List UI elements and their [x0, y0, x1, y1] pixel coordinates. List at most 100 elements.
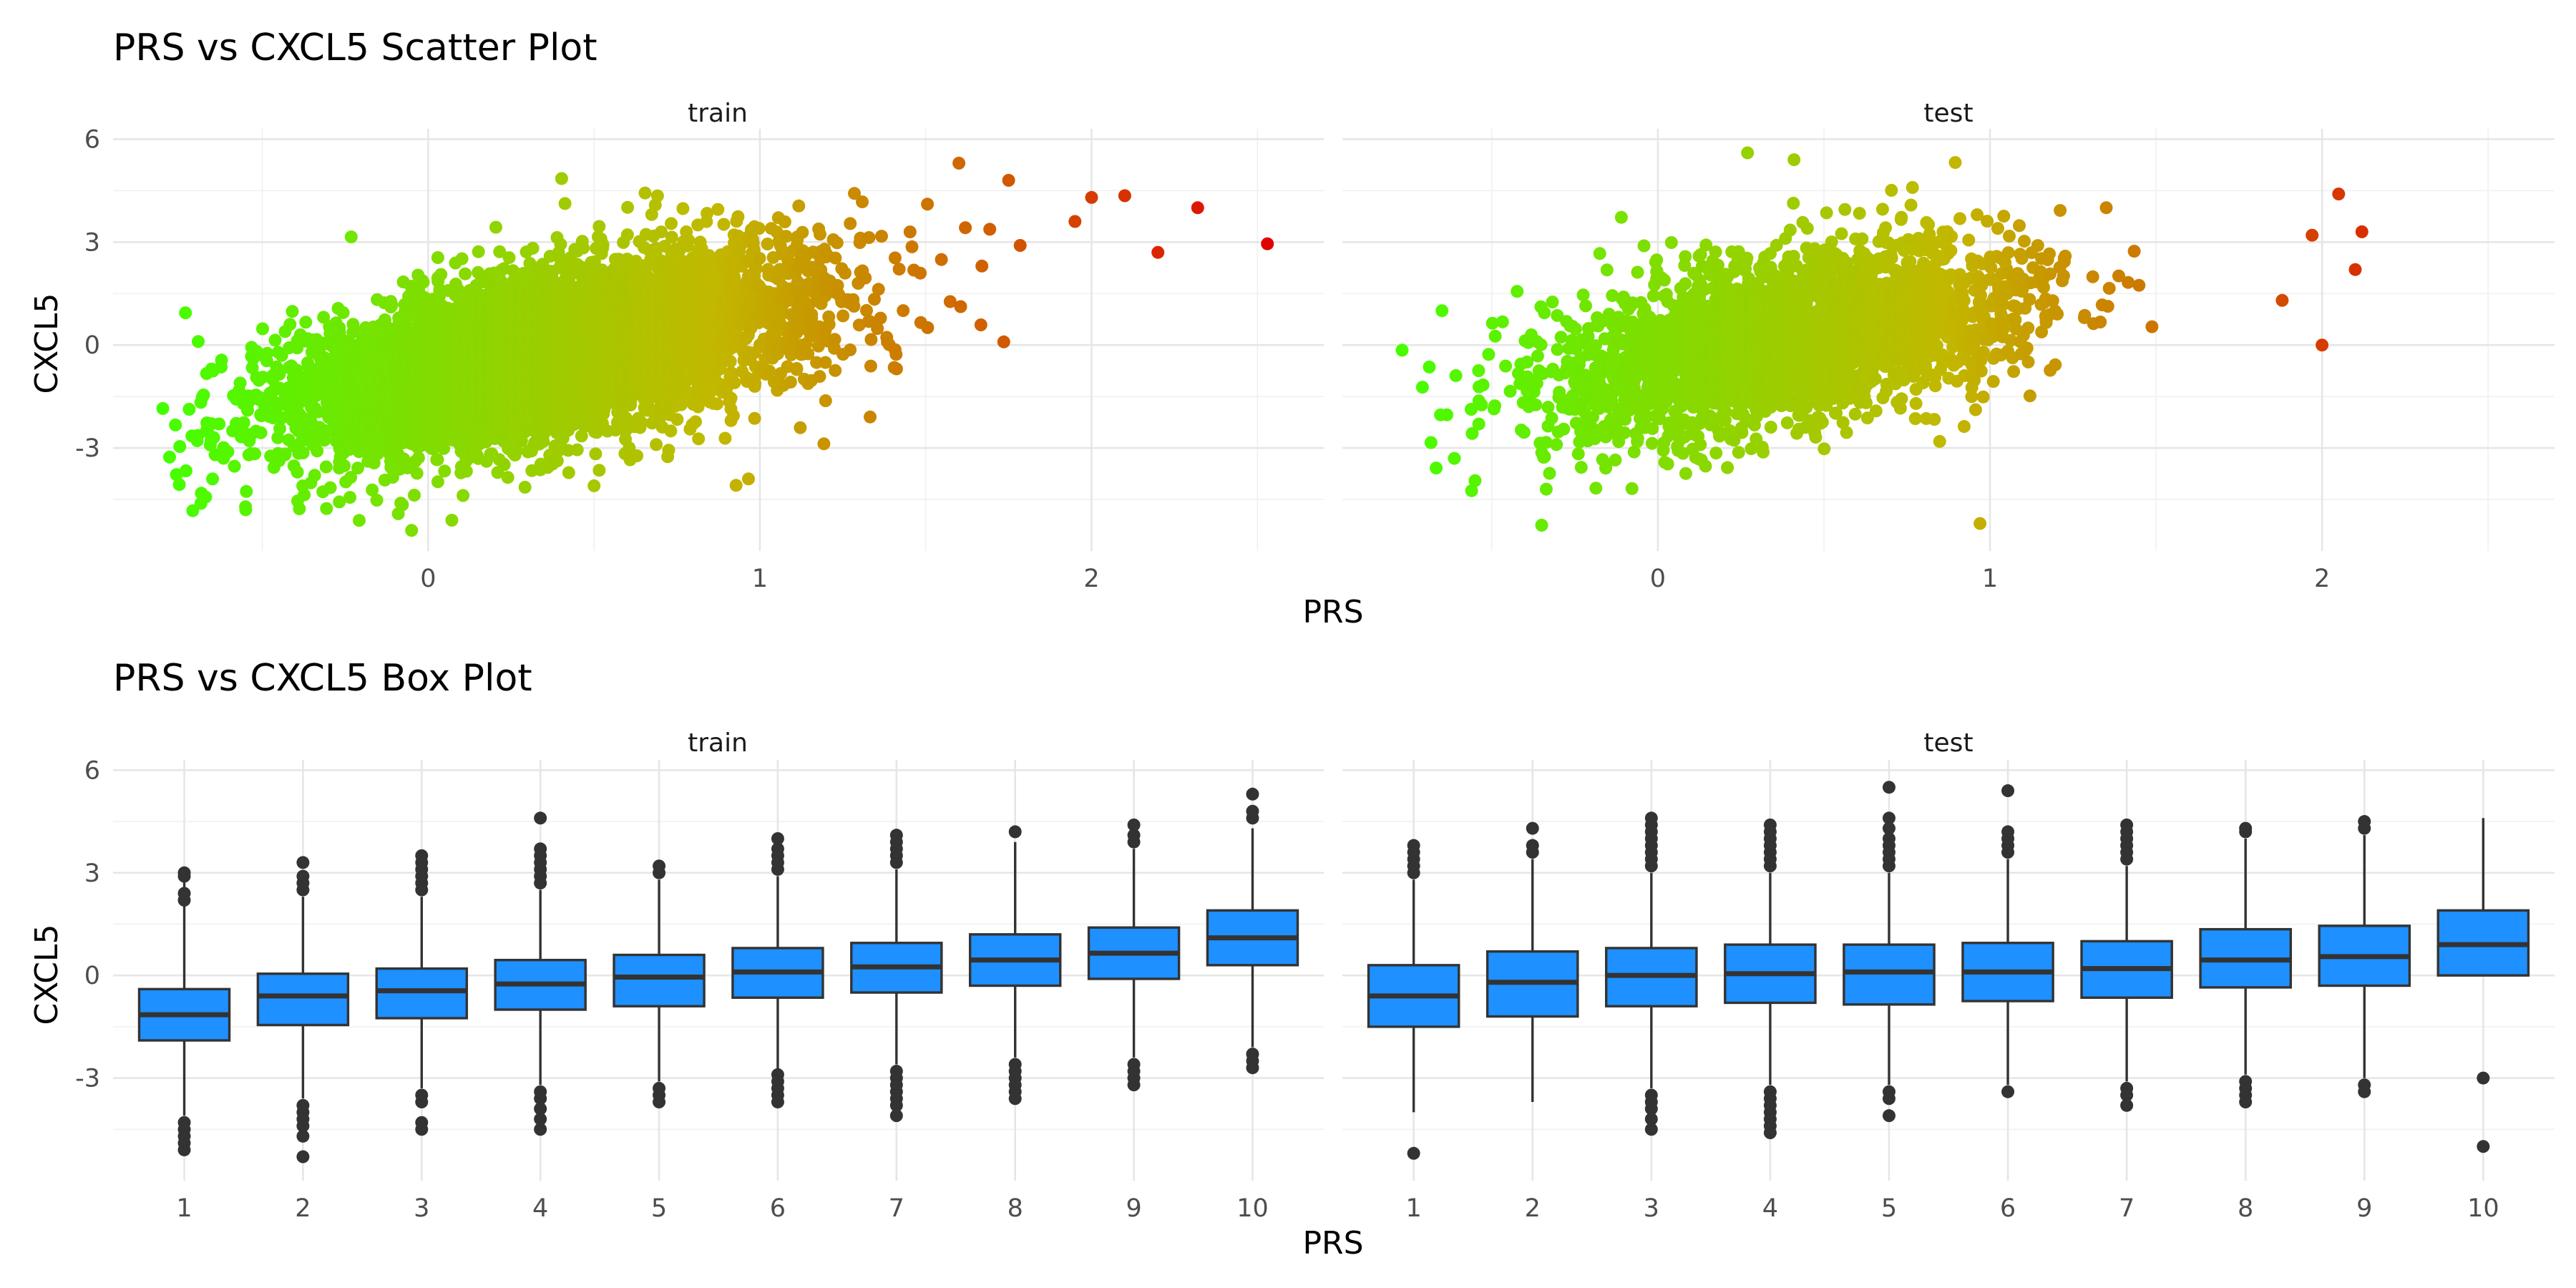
scatter-point [459, 464, 473, 478]
scatter-point [283, 318, 297, 331]
scatter-point [206, 472, 220, 486]
scatter-point [455, 252, 469, 265]
scatter-point [197, 389, 210, 401]
scatter-point [237, 416, 250, 429]
scatter-point [501, 471, 514, 484]
scatter-point [233, 376, 247, 390]
scatter-point [343, 491, 357, 504]
scatter-point [472, 245, 485, 258]
scatter-point [179, 464, 192, 477]
box-x-tick-label: 3 [1644, 1194, 1659, 1223]
box-title: PRS vs CXCL5 Box Plot [113, 657, 532, 700]
box-y-tick-label: -3 [75, 1065, 100, 1093]
box-x-tick-label: 8 [1008, 1194, 1023, 1223]
scatter-point [410, 467, 424, 480]
scatter-point [587, 479, 601, 492]
scatter-point [555, 172, 568, 185]
scatter-point [156, 401, 170, 415]
scatter-point [311, 444, 324, 458]
box-x-tick-label: 8 [2238, 1194, 2253, 1223]
box-y-tick-label: 0 [84, 962, 100, 990]
scatter-point [182, 403, 196, 416]
scatter-point [336, 306, 350, 319]
scatter-point [248, 447, 262, 461]
scatter-point [215, 353, 228, 367]
box-x-tick-label: 9 [2356, 1194, 2372, 1223]
scatter-title: PRS vs CXCL5 Scatter Plot [113, 26, 597, 69]
scatter-point [192, 335, 205, 348]
scatter-point [518, 480, 532, 494]
scatter-point [408, 489, 421, 502]
scatter-point [620, 228, 634, 242]
scatter-point [298, 488, 311, 502]
scatter-point [638, 186, 652, 200]
scatter-point [459, 267, 472, 280]
scatter-point [286, 305, 299, 318]
scatter-point [366, 483, 379, 497]
scatter-point [526, 241, 540, 255]
scatter-point [434, 268, 448, 281]
box-x-tick-label: 7 [889, 1194, 904, 1223]
scatter-point [260, 346, 274, 360]
scatter-x-tick-label: 1 [752, 565, 768, 593]
box-x-tick-label: 10 [2467, 1194, 2499, 1223]
scatter-point [351, 462, 364, 475]
scatter-point [338, 459, 351, 472]
scatter-point [319, 460, 333, 474]
scatter-point [240, 484, 253, 498]
scatter-point [293, 502, 306, 515]
box-x-tick-label: 6 [2000, 1194, 2016, 1223]
scatter-point [621, 200, 635, 214]
scatter-x-tick-label: 0 [420, 565, 436, 593]
scatter-point [273, 422, 286, 436]
scatter-point [278, 447, 292, 461]
scatter-point [396, 498, 409, 512]
scatter-strip-test: test [1923, 99, 1973, 128]
scatter-point [344, 230, 358, 244]
scatter-points-layer [156, 146, 2368, 537]
scatter-point [199, 490, 213, 504]
scatter-point [554, 238, 567, 251]
scatter-point [457, 489, 470, 502]
scatter-point [317, 311, 331, 324]
scatter-point [308, 469, 321, 482]
scatter-x-tick-label: 2 [2314, 565, 2330, 593]
scatter-point [179, 306, 192, 320]
box-x-tick-label: 5 [1881, 1194, 1897, 1223]
scatter-point [256, 371, 270, 384]
scatter-point [346, 318, 360, 331]
scatter-point [630, 449, 644, 462]
scatter-point [502, 251, 516, 265]
box-x-tick-label: 9 [1126, 1194, 1141, 1223]
scatter-x-tick-label: 1 [1982, 565, 1998, 593]
scatter-point [299, 316, 313, 329]
scatter-point [431, 475, 444, 489]
box-x-tick-label: 5 [651, 1194, 667, 1223]
scatter-point [416, 275, 430, 289]
scatter-y-axis-label: CXCL5 [29, 293, 65, 394]
scatter-point [228, 459, 241, 473]
scatter-point [370, 494, 384, 507]
scatter-point [344, 471, 358, 484]
scatter-y-tick-label: -3 [75, 434, 100, 463]
box-x-tick-label: 4 [532, 1194, 548, 1223]
box-x-tick-label: 4 [1762, 1194, 1778, 1223]
scatter-point [596, 238, 610, 251]
box-x-tick-label: 2 [295, 1194, 311, 1223]
scatter-x-tick-label: 2 [1083, 565, 1099, 593]
box-x-tick-label: 1 [1406, 1194, 1422, 1223]
scatter-point [431, 453, 444, 467]
scatter-point [589, 447, 602, 461]
scatter-point [353, 514, 366, 527]
scatter-point [254, 426, 268, 439]
scatter-point [275, 411, 289, 424]
scatter-point [239, 503, 253, 517]
box-x-tick-label: 2 [1525, 1194, 1541, 1223]
scatter-point [438, 464, 452, 478]
scatter-point [213, 417, 226, 431]
box-y-tick-label: 3 [84, 859, 100, 888]
scatter-point [431, 251, 444, 264]
